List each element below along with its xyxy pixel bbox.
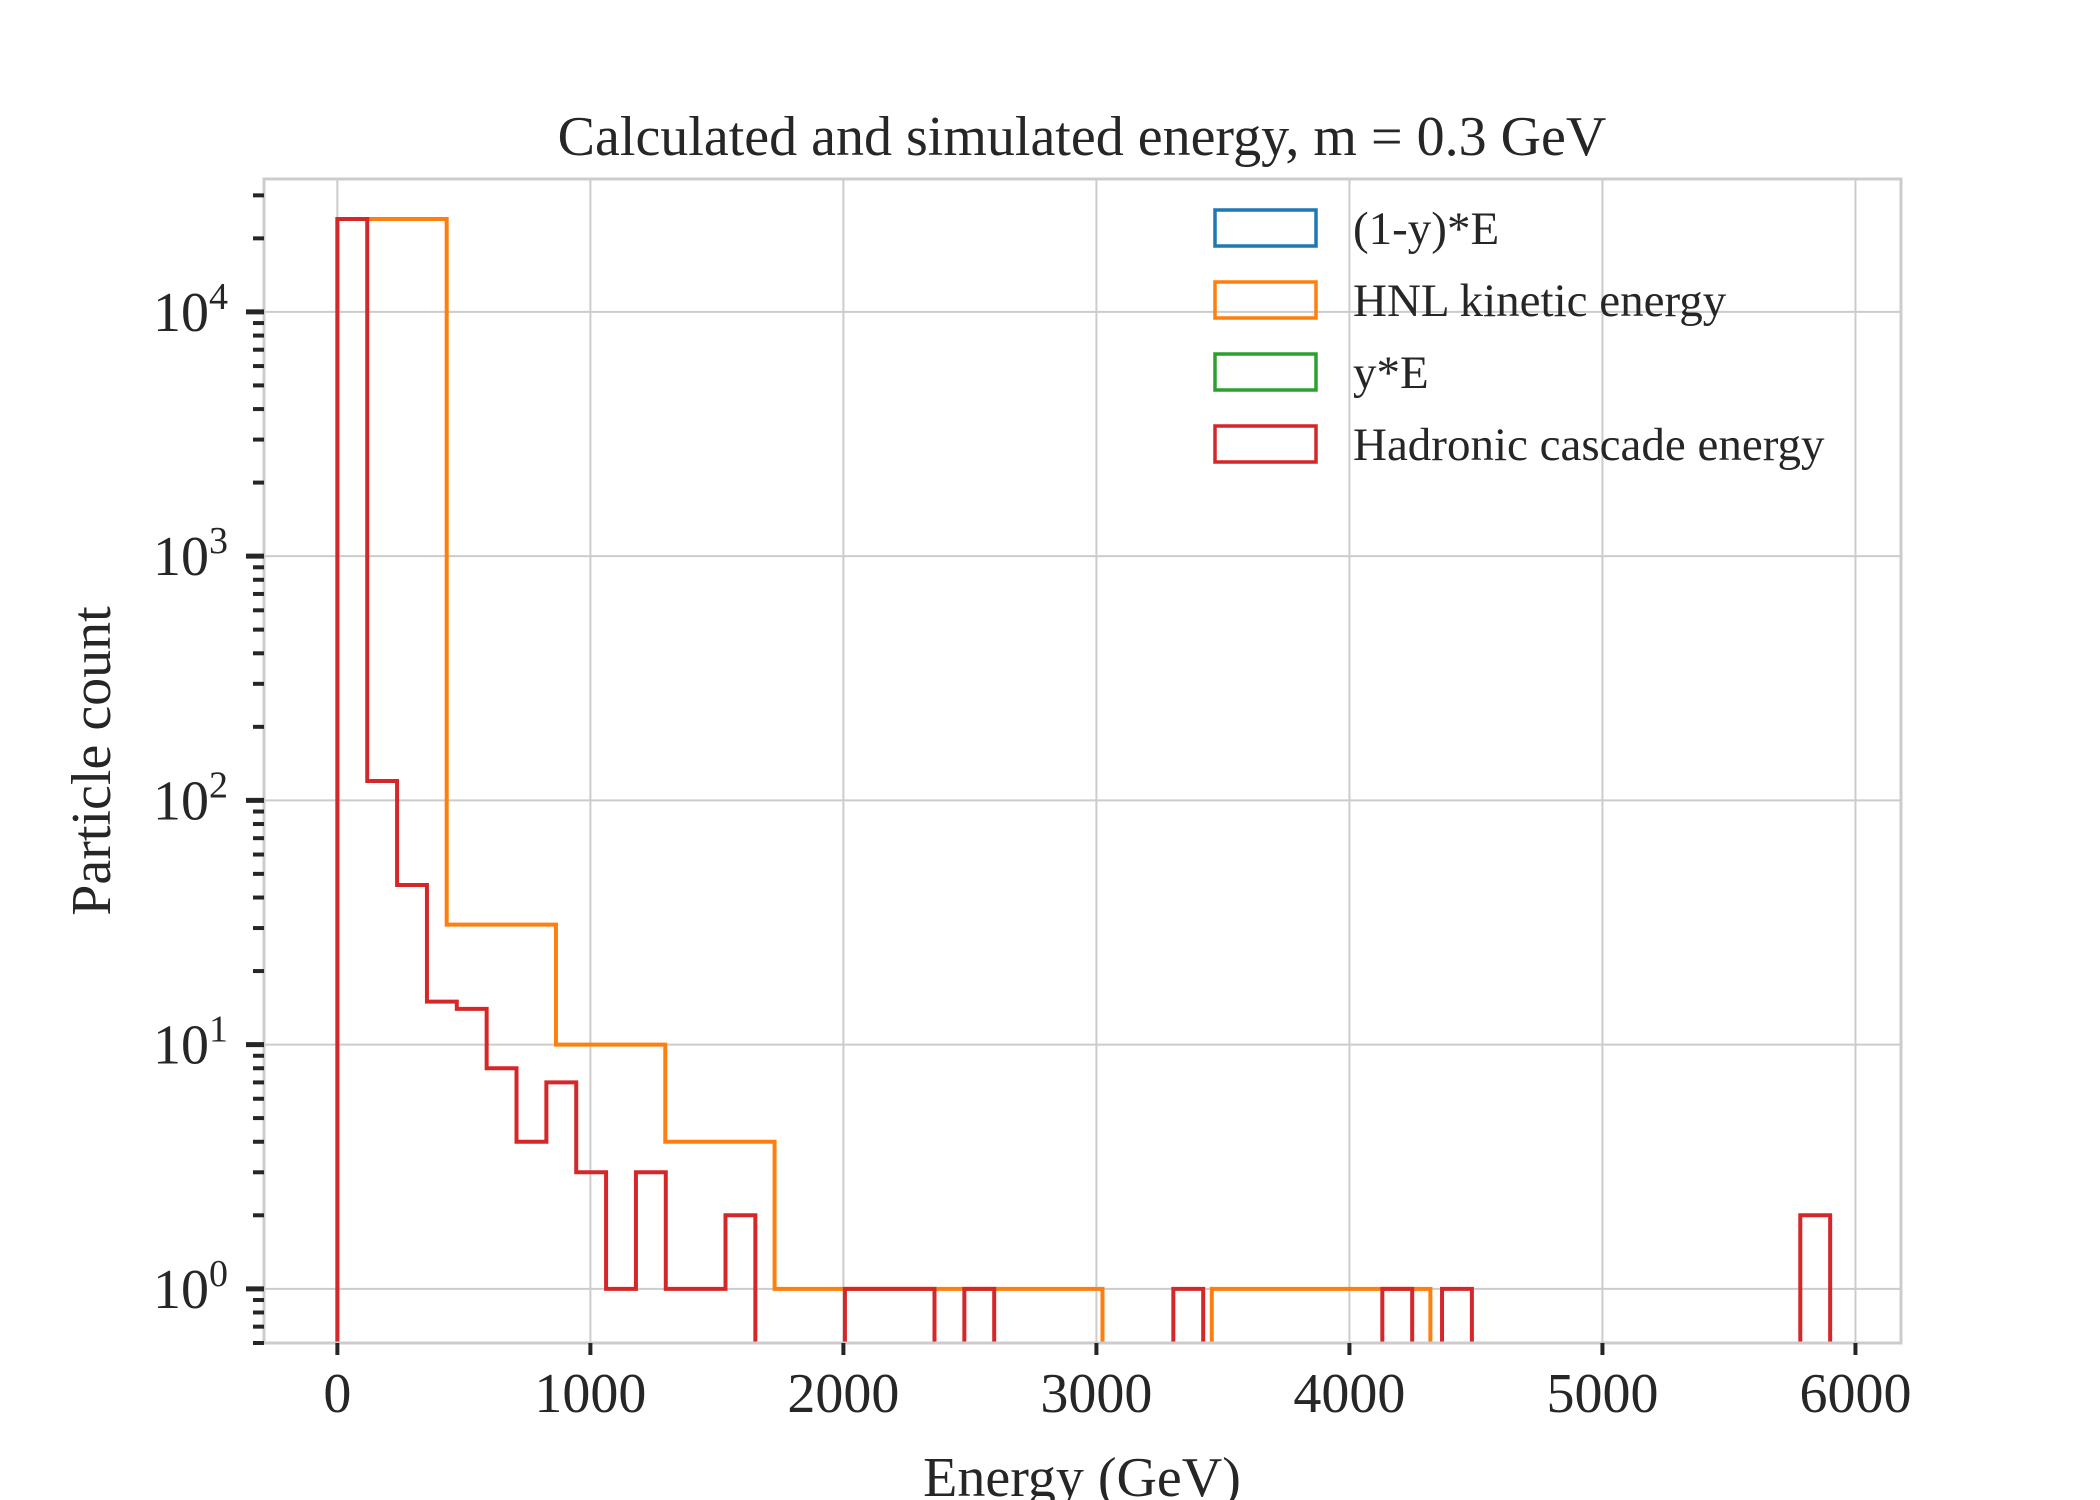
y-tick-label: 104 — [153, 276, 228, 344]
y-tick-label-base: 10 — [153, 1015, 209, 1077]
legend-swatch — [1213, 424, 1318, 464]
histogram-step — [1171, 1286, 1206, 1343]
x-tick-label: 4000 — [1293, 1363, 1405, 1425]
series-1 — [335, 217, 1433, 1343]
histogram-step — [1209, 1286, 1433, 1343]
y-tick-label-exponent: 3 — [209, 520, 228, 562]
x-tick-label: 3000 — [1040, 1363, 1152, 1425]
y-tick-label-base: 10 — [153, 1259, 209, 1321]
histogram-step — [1440, 1286, 1474, 1343]
y-tick-label-base: 10 — [153, 526, 209, 588]
series-layer — [335, 217, 1833, 1343]
y-axis-label: Particle count — [61, 606, 123, 916]
y-tick-label: 101 — [153, 1009, 228, 1077]
histogram-step — [1798, 1213, 1833, 1343]
y-tick-label-exponent: 1 — [209, 1009, 228, 1051]
series-3 — [335, 217, 1833, 1343]
histogram-step — [1380, 1286, 1415, 1343]
chart-title: Calculated and simulated energy, m = 0.3… — [558, 106, 1607, 168]
x-tick-label: 6000 — [1799, 1363, 1911, 1425]
y-tick-label: 100 — [153, 1253, 228, 1321]
y-tick-label-base: 10 — [153, 282, 209, 344]
histogram-step — [962, 1286, 997, 1343]
y-tick-label-base: 10 — [153, 770, 209, 832]
grid-layer — [264, 179, 1901, 1343]
histogram-step — [335, 217, 1105, 1343]
x-tick-label: 5000 — [1546, 1363, 1658, 1425]
legend-swatch — [1213, 208, 1318, 248]
y-tick-label-exponent: 2 — [209, 764, 228, 806]
legend-swatch — [1213, 352, 1318, 392]
legend-swatch — [1213, 280, 1318, 320]
y-tick-label-exponent: 0 — [209, 1253, 228, 1295]
y-tick-label: 102 — [153, 764, 228, 832]
histogram-step — [335, 217, 758, 1343]
x-axis-label: Energy (GeV) — [923, 1447, 1241, 1500]
legend-label: y*E — [1353, 347, 1429, 399]
legend-label: Hadronic cascade energy — [1353, 419, 1825, 471]
y-tick-label: 103 — [153, 520, 228, 588]
x-tick-label: 0 — [323, 1363, 351, 1425]
plot-frame — [262, 177, 1903, 1345]
x-tick-label: 2000 — [787, 1363, 899, 1425]
legend: (1-y)*E HNL kinetic energy y*E Hadronic cas… — [1213, 203, 1825, 471]
legend-label: HNL kinetic energy — [1353, 275, 1727, 327]
legend-label: (1-y)*E — [1353, 203, 1499, 255]
x-tick-label: 1000 — [534, 1363, 646, 1425]
y-tick-label-exponent: 4 — [209, 276, 228, 318]
histogram-step — [842, 1286, 937, 1343]
